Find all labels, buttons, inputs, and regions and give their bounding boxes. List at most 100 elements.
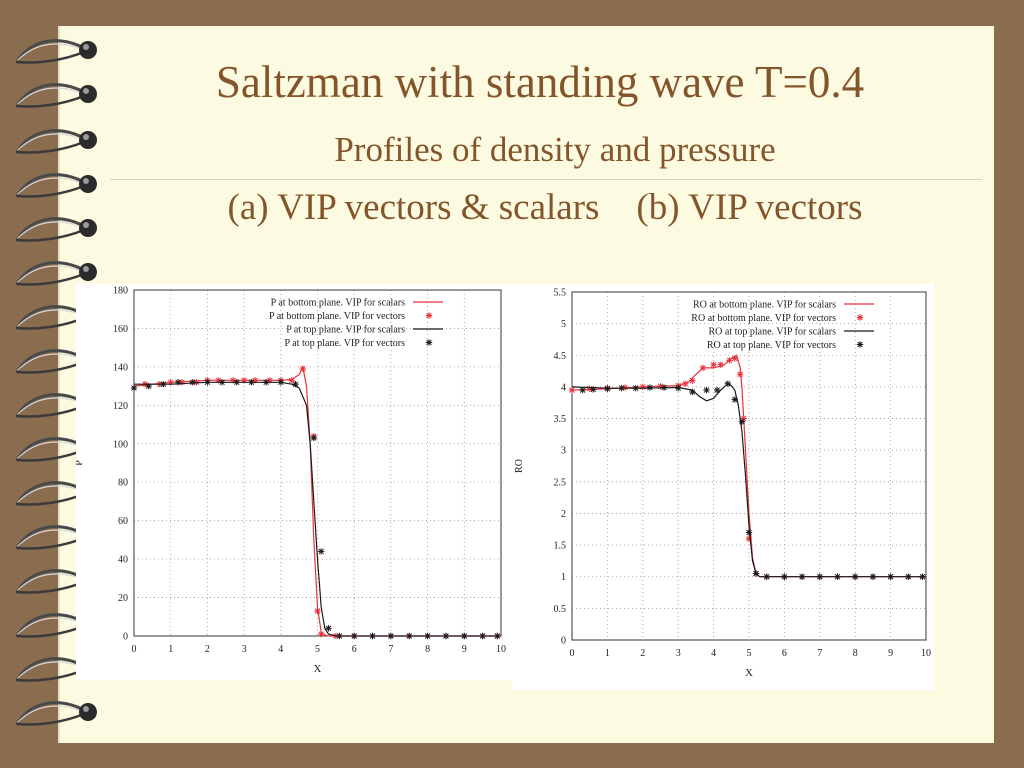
legend-label: RO at bottom plane. VIP for scalars [693, 300, 836, 311]
y-tick-label: 140 [113, 362, 128, 373]
y-tick-label: 1.5 [554, 541, 567, 552]
series-marker-3 [632, 384, 639, 392]
y-tick-label: 1 [561, 572, 566, 583]
x-tick-label: 0 [132, 644, 137, 655]
plot-frame [133, 289, 502, 637]
y-tick-label: 60 [118, 516, 128, 527]
x-tick-label: 1 [605, 648, 610, 659]
series-marker-1 [689, 377, 696, 384]
series-marker-1 [317, 630, 325, 638]
series-marker-3 [262, 379, 270, 386]
plot-frame [571, 291, 927, 641]
x-tick-label: 4 [711, 648, 716, 659]
series-marker-3 [277, 379, 284, 386]
x-tick-label: 7 [817, 648, 822, 659]
x-tick-label: 2 [205, 644, 210, 655]
x-axis-label: X [745, 667, 753, 679]
x-tick-label: 6 [352, 644, 357, 655]
series-marker-3 [731, 396, 739, 403]
legend-label: P at bottom plane. VIP for vectors [269, 311, 405, 322]
y-tick-label: 120 [113, 401, 128, 412]
x-tick-label: 3 [676, 648, 681, 659]
x-tick-label: 7 [388, 644, 393, 655]
y-tick-label: 0 [561, 636, 566, 647]
binding-ring [15, 701, 97, 726]
series-marker-3 [351, 632, 358, 640]
legend-label: P at top plane. VIP for vectors [285, 338, 406, 349]
series-marker-3 [816, 573, 823, 580]
y-tick-label: 80 [118, 478, 128, 489]
x-tick-label: 10 [921, 648, 931, 659]
series-marker-3 [406, 632, 413, 640]
series-marker-3 [618, 384, 625, 392]
binding-ring [15, 39, 97, 64]
binding-ring [15, 129, 97, 154]
x-tick-label: 9 [888, 648, 893, 659]
y-tick-label: 3.5 [554, 414, 567, 425]
y-tick-label: 5.5 [554, 288, 567, 299]
x-tick-label: 2 [640, 648, 645, 659]
series-marker-3 [189, 379, 196, 386]
series-marker-3 [233, 379, 240, 386]
series-marker-3 [160, 380, 167, 388]
series-marker-3 [579, 386, 586, 394]
series-marker-1 [299, 365, 307, 373]
series-marker-3 [325, 625, 332, 632]
series-marker-3 [145, 382, 152, 390]
x-tick-label: 3 [242, 644, 247, 655]
series-marker-3 [660, 384, 668, 391]
legend-label: RO at bottom plane. VIP for vectors [691, 313, 836, 324]
density-chart-panel: 0 1 2 3 4 5 6 7 8 9 10 0 0.5 1 1.5 2 2.5 3 3.5 4 4.5 5 5.5 X RO R… [512, 284, 934, 690]
series-marker-1 [731, 355, 739, 362]
legend-swatch [856, 314, 864, 321]
series-marker-3 [724, 380, 731, 387]
series-marker-3 [869, 573, 877, 580]
series-marker-3 [919, 573, 926, 580]
series-marker-3 [887, 573, 894, 580]
y-tick-label: 3 [561, 446, 566, 457]
series-marker-3 [590, 386, 597, 393]
density-chart: 0 1 2 3 4 5 6 7 8 9 10 0 0.5 1 1.5 2 2.5 3 3.5 4 4.5 5 5.5 X RO R… [514, 288, 931, 680]
divider [110, 179, 982, 180]
series-marker-3 [745, 529, 753, 536]
y-tick-label: 4.5 [554, 351, 567, 362]
legend-swatch [425, 339, 433, 346]
series-marker-3 [738, 418, 746, 425]
series-marker-1 [639, 383, 646, 391]
x-tick-label: 8 [425, 644, 430, 655]
pressure-chart-panel: 012345678910020406080100120140160180XPP … [74, 284, 514, 680]
series-marker-3 [781, 573, 788, 580]
y-tick-label: 0.5 [554, 604, 567, 615]
x-axis-label: X [314, 663, 322, 675]
y-tick-label: 0 [123, 632, 128, 643]
series-marker-3 [494, 632, 501, 640]
series-marker-3 [852, 573, 859, 580]
y-tick-label: 2 [561, 509, 566, 520]
y-tick-label: 160 [113, 324, 128, 335]
series-marker-3 [461, 632, 468, 640]
x-tick-label: 4 [278, 644, 283, 655]
y-axis-label: P [76, 460, 85, 466]
series-marker-3 [317, 548, 325, 555]
binding-ring [15, 217, 97, 242]
y-tick-label: 4 [561, 382, 566, 393]
x-tick-label: 5 [747, 648, 752, 659]
series-marker-1 [717, 361, 724, 368]
y-tick-label: 40 [118, 555, 128, 566]
pressure-chart: 012345678910020406080100120140160180XPP … [74, 286, 506, 676]
binding-ring [15, 83, 97, 108]
panel-captions: (a) VIP vectors & scalars (b) VIP vector… [227, 187, 863, 228]
series-marker-1 [699, 364, 707, 372]
series-marker-3 [424, 632, 431, 640]
series-marker-1 [745, 535, 753, 542]
x-tick-label: 6 [782, 648, 787, 659]
series-marker-3 [905, 573, 912, 580]
series-marker-3 [292, 380, 299, 388]
series-marker-3 [130, 384, 138, 392]
x-tick-label: 5 [315, 644, 320, 655]
series-marker-3 [703, 386, 710, 394]
series-marker-3 [834, 573, 841, 580]
series-marker-3 [248, 379, 255, 386]
binding-ring [15, 173, 97, 198]
y-axis-label: RO [514, 459, 525, 473]
